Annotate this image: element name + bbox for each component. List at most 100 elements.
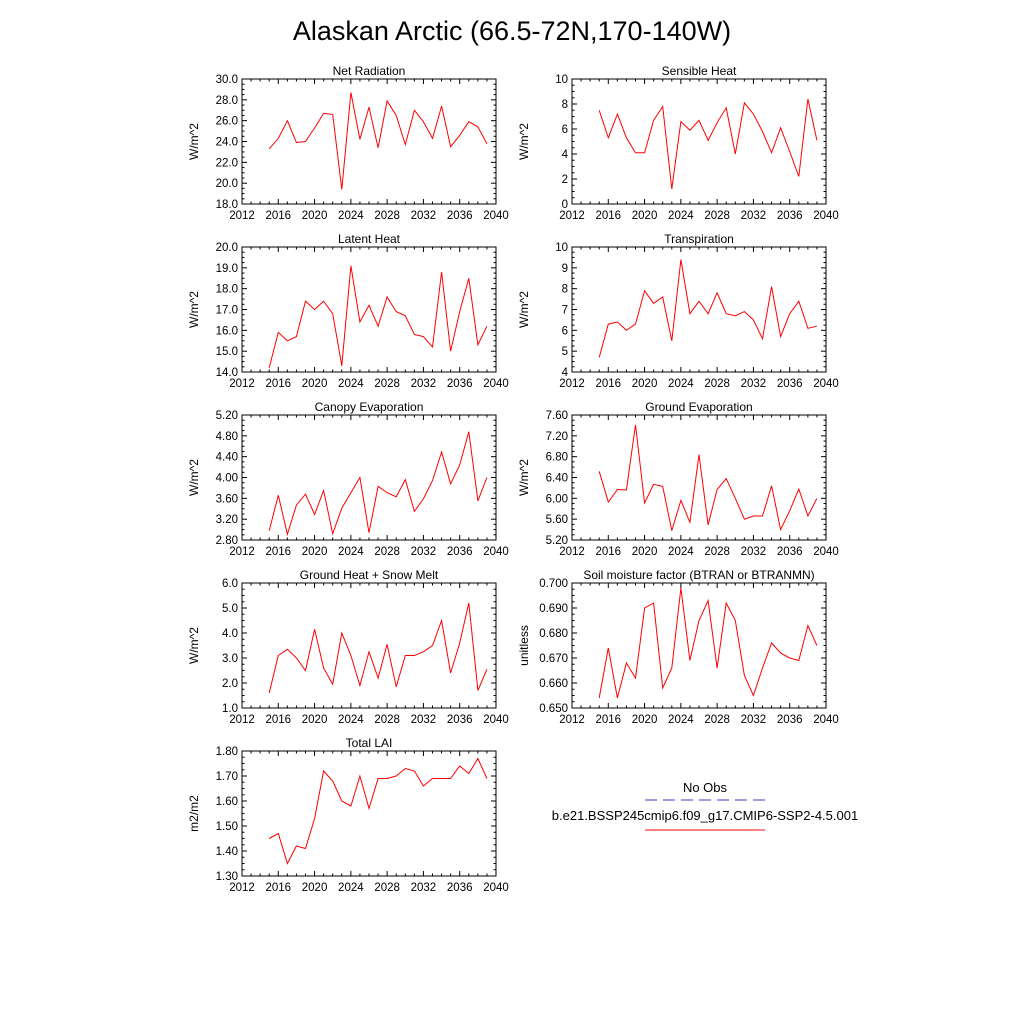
y-tick-label: 3.20 (216, 514, 238, 526)
y-tick-label: 0.670 (539, 653, 568, 665)
x-tick-label: 2024 (668, 714, 694, 726)
x-tick-label: 2032 (411, 378, 437, 390)
y-tick-label: 15.0 (216, 346, 238, 358)
x-tick-label: 2012 (559, 378, 585, 390)
y-tick-label: 5.20 (546, 535, 568, 547)
x-tick-label: 2040 (483, 378, 509, 390)
x-tick-label: 2032 (741, 714, 767, 726)
y-axis-label: unitless (517, 625, 531, 666)
x-tick-label: 2020 (302, 546, 328, 558)
x-tick-label: 2040 (813, 210, 839, 222)
x-tick-label: 2016 (265, 546, 291, 558)
series-line (268, 757, 488, 865)
x-tick-label: 2036 (777, 546, 803, 558)
series-line (268, 431, 488, 537)
y-tick-label: 5.0 (222, 603, 238, 615)
plot-frame (241, 750, 497, 877)
x-tick-label: 2040 (813, 546, 839, 558)
x-tick-label: 2020 (632, 714, 658, 726)
x-tick-label: 2020 (302, 210, 328, 222)
y-tick-label: 9 (562, 263, 568, 275)
y-tick-label: 1.80 (216, 746, 238, 758)
y-axis-label: W/m^2 (517, 123, 531, 160)
panel-title: Transpiration (664, 232, 734, 246)
panel-title: Ground Evaporation (645, 400, 752, 414)
y-tick-label: 0.660 (539, 678, 568, 690)
x-tick-label: 2036 (447, 714, 473, 726)
plot-frame (571, 414, 827, 541)
x-tick-label: 2012 (229, 714, 255, 726)
y-tick-label: 4 (562, 149, 569, 161)
panel-title: Soil moisture factor (BTRAN or BTRANMN) (583, 568, 814, 582)
x-tick-label: 2024 (668, 210, 694, 222)
x-tick-label: 2020 (632, 210, 658, 222)
x-tick-label: 2020 (302, 378, 328, 390)
y-tick-label: 4 (562, 367, 569, 379)
x-tick-label: 2024 (338, 210, 364, 222)
x-tick-label: 2028 (704, 546, 730, 558)
y-axis-label: W/m^2 (187, 627, 201, 664)
x-tick-label: 2028 (374, 210, 400, 222)
x-tick-label: 2036 (447, 210, 473, 222)
x-tick-label: 2032 (411, 714, 437, 726)
x-tick-label: 2012 (559, 546, 585, 558)
y-tick-label: 1.0 (222, 703, 238, 715)
x-tick-label: 2016 (595, 546, 621, 558)
series-line (598, 259, 818, 358)
x-tick-label: 2028 (374, 546, 400, 558)
x-tick-label: 2012 (559, 210, 585, 222)
x-tick-label: 2036 (447, 882, 473, 894)
x-tick-label: 2020 (302, 882, 328, 894)
y-axis-label: W/m^2 (187, 291, 201, 328)
x-tick-label: 2032 (411, 546, 437, 558)
x-tick-label: 2040 (813, 378, 839, 390)
x-tick-label: 2040 (483, 546, 509, 558)
x-tick-label: 2012 (559, 714, 585, 726)
chart-panel-8: Total LAI m2/m2 2012 2016 2020 2024 2028 2032 20… (187, 736, 509, 894)
series-line (268, 92, 488, 190)
chart-panel-7: Soil moisture factor (BTRAN or BTRANMN) u… (517, 568, 839, 726)
plot-frame (241, 246, 497, 373)
y-axis-label: W/m^2 (187, 459, 201, 496)
y-tick-label: 8 (562, 284, 568, 296)
y-tick-label: 20.0 (216, 242, 238, 254)
series-line (598, 98, 818, 190)
y-tick-label: 4.40 (216, 452, 238, 464)
x-tick-label: 2028 (374, 378, 400, 390)
x-tick-label: 2036 (777, 714, 803, 726)
plot-frame (241, 78, 497, 205)
x-tick-label: 2036 (447, 378, 473, 390)
plot-frame (571, 582, 827, 709)
y-tick-label: 20.0 (216, 178, 238, 190)
x-tick-label: 2040 (483, 882, 509, 894)
legend-model-label: b.e21.BSSP245cmip6.f09_g17.CMIP6-SSP2-4.… (552, 808, 858, 823)
series-line (268, 602, 488, 694)
x-tick-label: 2024 (338, 546, 364, 558)
y-tick-label: 2.0 (222, 678, 238, 690)
x-tick-label: 2040 (813, 714, 839, 726)
panel-title: Latent Heat (338, 232, 401, 246)
y-tick-label: 0.680 (539, 628, 568, 640)
y-tick-label: 0.700 (539, 578, 568, 590)
chart-panel-2: Latent Heat W/m^2 2012 2016 2020 2024 2028 2032… (187, 232, 509, 390)
x-tick-label: 2016 (595, 378, 621, 390)
y-tick-label: 6 (562, 124, 568, 136)
x-tick-label: 2028 (374, 714, 400, 726)
y-tick-label: 10 (555, 74, 568, 86)
x-tick-label: 2024 (338, 714, 364, 726)
y-tick-label: 5.60 (546, 514, 568, 526)
x-tick-label: 2024 (338, 378, 364, 390)
y-tick-label: 18.0 (216, 284, 238, 296)
x-tick-label: 2016 (595, 714, 621, 726)
x-tick-label: 2040 (483, 714, 509, 726)
x-tick-label: 2012 (229, 378, 255, 390)
x-tick-label: 2036 (777, 378, 803, 390)
y-tick-label: 7.60 (546, 410, 568, 422)
x-tick-label: 2032 (411, 210, 437, 222)
legend-obs-label: No Obs (683, 780, 728, 795)
x-tick-label: 2036 (447, 546, 473, 558)
x-tick-label: 2012 (229, 882, 255, 894)
x-tick-label: 2020 (632, 378, 658, 390)
series-line (268, 265, 488, 368)
